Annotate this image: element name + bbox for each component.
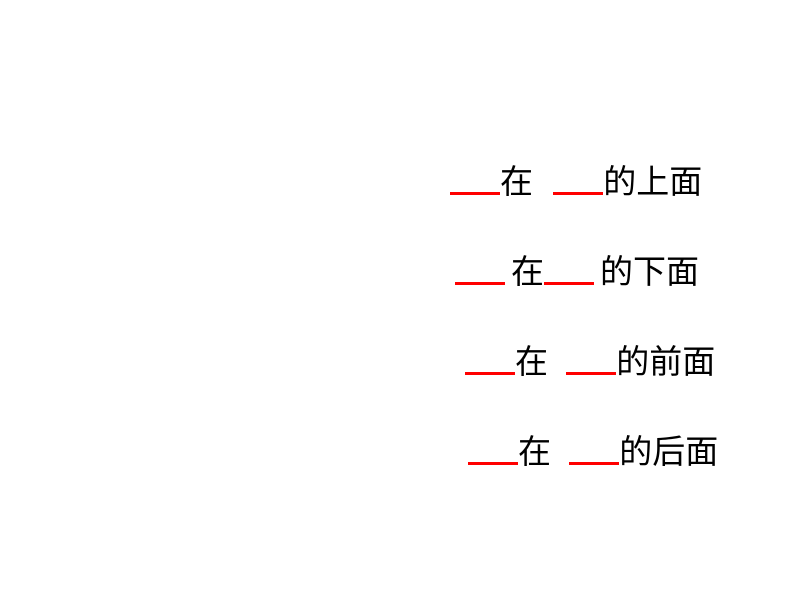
sentence-line-1: 在 的上面: [450, 155, 702, 203]
text-suffix-4: 的后面: [619, 425, 718, 473]
text-zai-2: 在: [511, 245, 544, 293]
blank-3b[interactable]: [566, 372, 616, 375]
sentence-line-2: 在 的下面: [455, 245, 699, 293]
blank-1b[interactable]: [553, 192, 603, 195]
text-zai-1: 在: [500, 155, 533, 203]
blank-3a[interactable]: [465, 372, 515, 375]
blank-4b[interactable]: [569, 462, 619, 465]
text-suffix-3: 的前面: [616, 335, 715, 383]
blank-2b[interactable]: [544, 282, 594, 285]
sentence-line-4: 在 的后面: [468, 425, 718, 473]
blank-2a[interactable]: [455, 282, 505, 285]
blank-4a[interactable]: [468, 462, 518, 465]
text-suffix-2: 的下面: [600, 245, 699, 293]
text-suffix-1: 的上面: [603, 155, 702, 203]
blank-1a[interactable]: [450, 192, 500, 195]
text-zai-3: 在: [515, 335, 548, 383]
text-zai-4: 在: [518, 425, 551, 473]
sentence-line-3: 在 的前面: [465, 335, 715, 383]
